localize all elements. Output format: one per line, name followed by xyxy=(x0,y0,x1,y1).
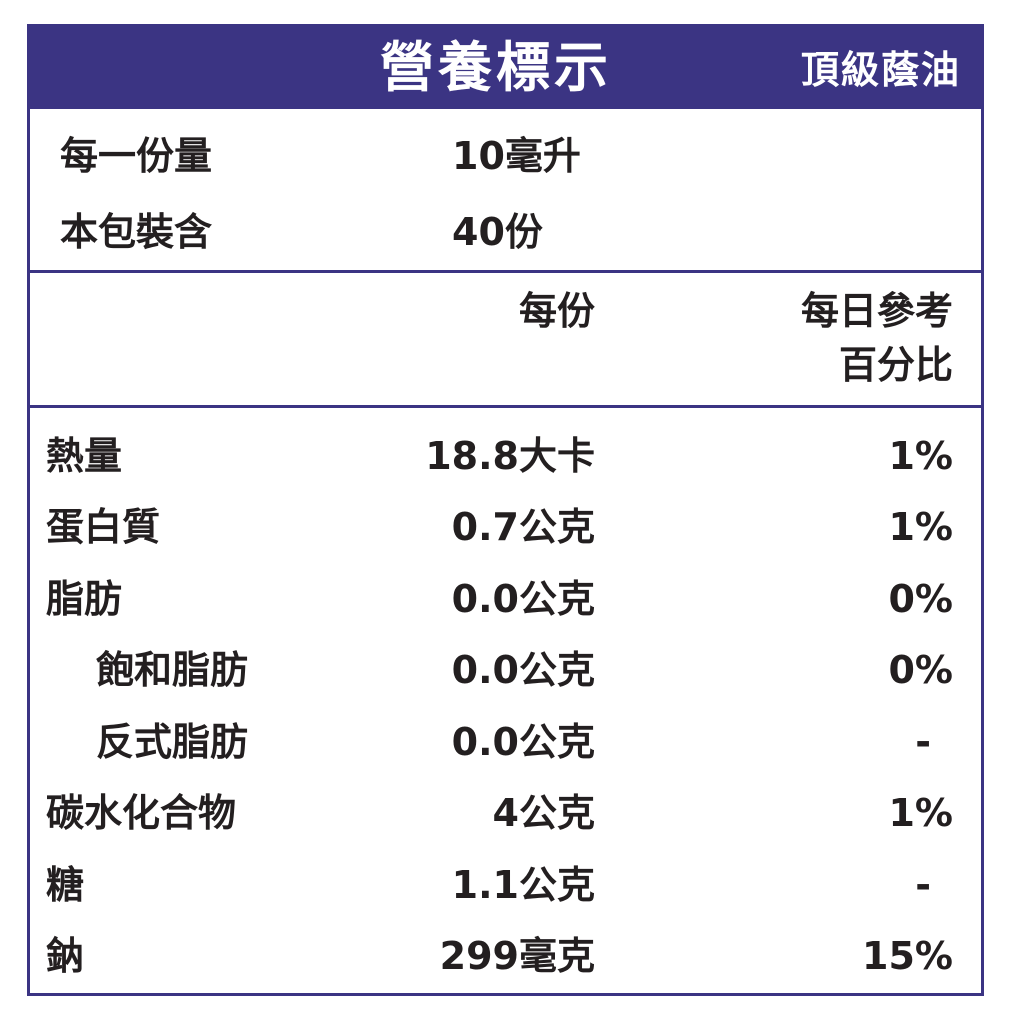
nutrient-daily-value: 0% xyxy=(888,648,953,692)
section-divider xyxy=(30,405,981,408)
nutrient-daily-value: - xyxy=(915,863,931,907)
serving-size-value: 10毫升 xyxy=(452,134,581,178)
nutrient-amount: 18.8大卡 xyxy=(425,434,595,478)
nutrient-name: 鈉 xyxy=(46,934,85,978)
label-header: 營養標示 頂級蔭油 xyxy=(30,27,981,109)
servings-per-package-value: 40份 xyxy=(452,210,543,254)
nutrient-daily-value: 1% xyxy=(888,791,953,835)
nutrient-daily-value: 1% xyxy=(888,505,953,549)
nutrient-amount: 4公克 xyxy=(492,791,595,835)
nutrient-name: 熱量 xyxy=(46,434,123,478)
nutrient-daily-value: 15% xyxy=(862,934,953,978)
nutrient-amount: 0.0公克 xyxy=(451,648,595,692)
nutrient-name: 飽和脂肪 xyxy=(96,648,249,692)
nutrient-amount: 1.1公克 xyxy=(451,863,595,907)
section-divider xyxy=(30,270,981,273)
nutrient-name: 脂肪 xyxy=(46,577,123,621)
daily-value-header-line1: 每日參考 xyxy=(800,289,953,333)
nutrient-name: 糖 xyxy=(46,863,85,907)
per-serving-header: 每份 xyxy=(518,289,595,333)
nutrient-amount: 299毫克 xyxy=(439,934,595,978)
nutrient-daily-value: 0% xyxy=(888,577,953,621)
nutrition-label: 營養標示 頂級蔭油 每一份量 10毫升 本包裝含 40份 每份 每日參考 百分比… xyxy=(27,24,984,996)
nutrient-name: 碳水化合物 xyxy=(46,791,237,835)
nutrient-daily-value: 1% xyxy=(888,434,953,478)
nutrient-daily-value: - xyxy=(915,720,931,764)
servings-per-package-label: 本包裝含 xyxy=(60,210,213,254)
nutrient-amount: 0.7公克 xyxy=(451,505,595,549)
label-title: 營養標示 xyxy=(380,36,612,99)
product-name: 頂級蔭油 xyxy=(800,48,961,92)
serving-size-label: 每一份量 xyxy=(60,134,213,178)
nutrient-name: 反式脂肪 xyxy=(96,720,249,764)
nutrient-amount: 0.0公克 xyxy=(451,720,595,764)
nutrient-name: 蛋白質 xyxy=(46,505,161,549)
nutrient-amount: 0.0公克 xyxy=(451,577,595,621)
daily-value-header-line2: 百分比 xyxy=(838,343,953,387)
